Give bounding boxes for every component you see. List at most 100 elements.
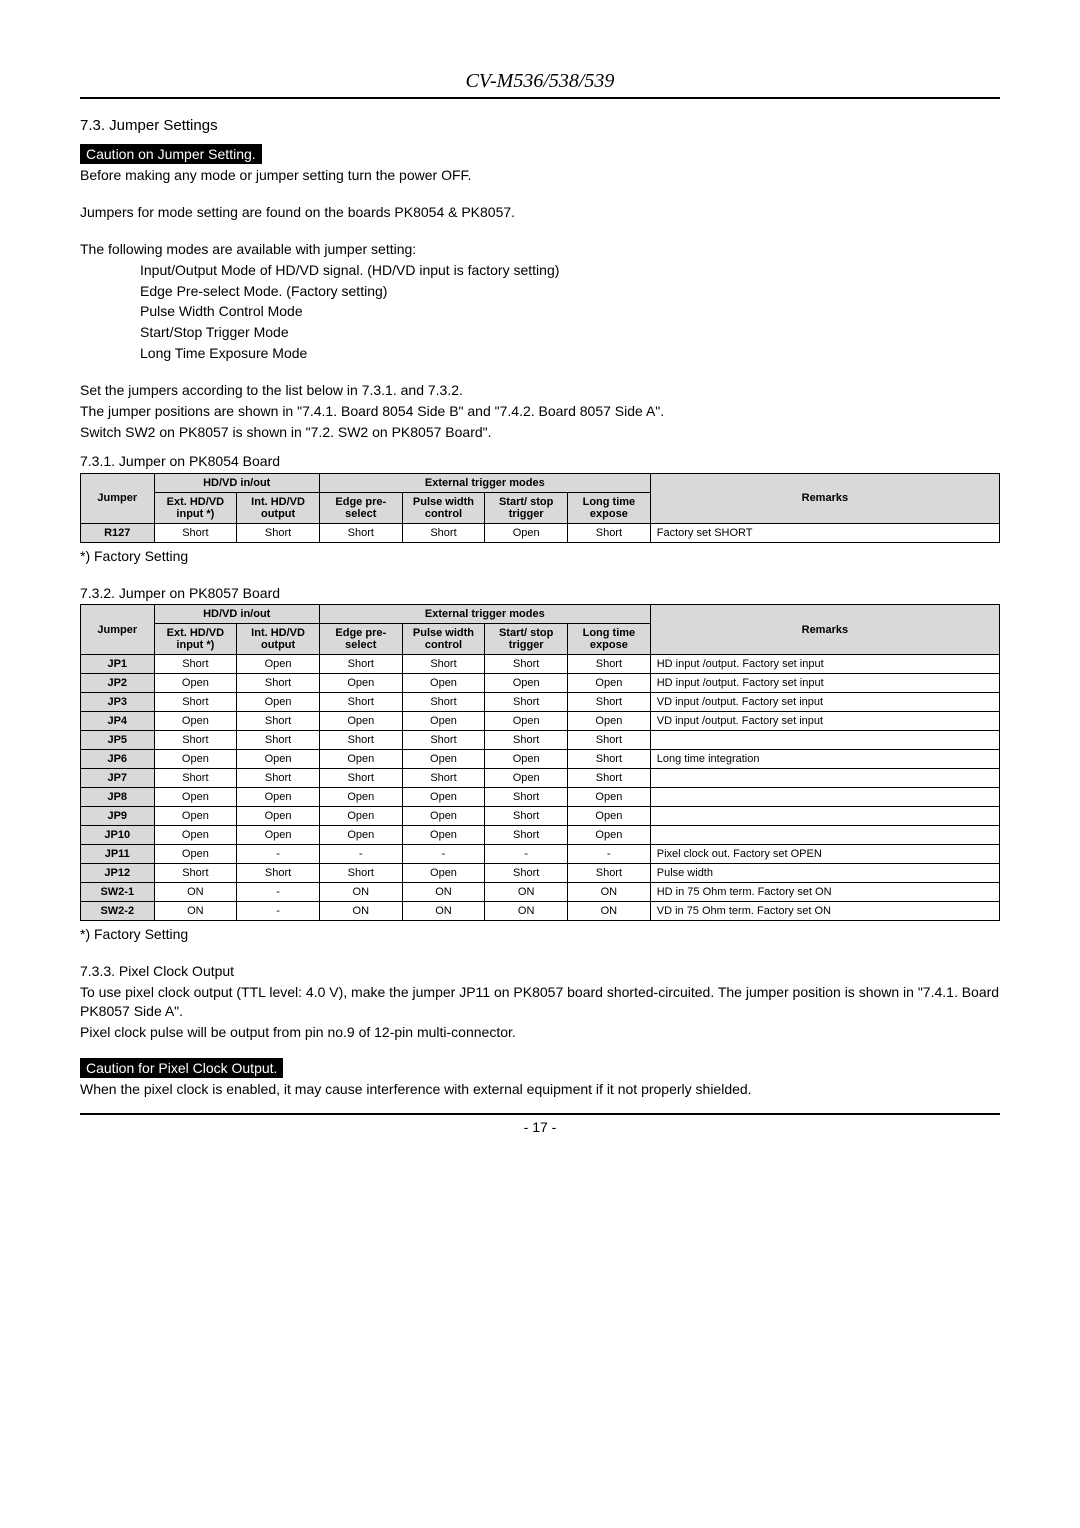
jumper-cell: JP9 xyxy=(81,807,155,826)
table-cell: Open xyxy=(402,674,485,693)
th-edge: Edge pre-select xyxy=(319,624,402,655)
table-cell: Short xyxy=(568,523,651,542)
remarks-cell xyxy=(650,807,999,826)
th-int-hdvd: Int. HD/VD output xyxy=(237,492,320,523)
table-row: JP6 OpenOpenOpenOpenOpenShort Long time … xyxy=(81,750,1000,769)
body-text: Switch SW2 on PK8057 is shown in "7.2. S… xyxy=(80,423,1000,442)
table-row: SW2-1 ON-ONONONON HD in 75 Ohm term. Fac… xyxy=(81,883,1000,902)
table-cell: - xyxy=(485,845,568,864)
table-cell: ON xyxy=(154,902,237,921)
table-cell: Short xyxy=(568,655,651,674)
jumper-cell: JP10 xyxy=(81,826,155,845)
th-int-hdvd: Int. HD/VD output xyxy=(237,624,320,655)
table-cell: Short xyxy=(319,693,402,712)
table-cell: - xyxy=(237,845,320,864)
table-cell: Open xyxy=(319,826,402,845)
table-cell: Open xyxy=(154,712,237,731)
section-733-title: 7.3.3. Pixel Clock Output xyxy=(80,962,1000,981)
table-cell: Open xyxy=(319,674,402,693)
th-pulse: Pulse width control xyxy=(402,492,485,523)
jumper-cell: SW2-1 xyxy=(81,883,155,902)
table-cell: Open xyxy=(237,788,320,807)
table-cell: Short xyxy=(568,769,651,788)
table-row: SW2-2 ON-ONONONON VD in 75 Ohm term. Fac… xyxy=(81,902,1000,921)
table-cell: Short xyxy=(154,864,237,883)
table-cell: ON xyxy=(319,902,402,921)
table-cell: Short xyxy=(319,523,402,542)
th-ext-trigger: External trigger modes xyxy=(319,473,650,492)
th-edge: Edge pre-select xyxy=(319,492,402,523)
table-cell: ON xyxy=(154,883,237,902)
table-cell: Short xyxy=(319,769,402,788)
table-cell: Open xyxy=(568,788,651,807)
table-cell: Open xyxy=(485,750,568,769)
table-cell: Short xyxy=(485,788,568,807)
table-cell: Short xyxy=(237,523,320,542)
page-title: CV-M536/538/539 xyxy=(80,70,1000,93)
header-rule xyxy=(80,97,1000,99)
table-cell: Short xyxy=(319,731,402,750)
remarks-cell xyxy=(650,731,999,750)
remarks-cell: Pixel clock out. Factory set OPEN xyxy=(650,845,999,864)
table-cell: Open xyxy=(568,674,651,693)
mode-item: Edge Pre-select Mode. (Factory setting) xyxy=(140,282,1000,301)
section-732-title: 7.3.2. Jumper on PK8057 Board xyxy=(80,584,1000,603)
table-row: JP3 ShortOpenShortShortShortShort VD inp… xyxy=(81,693,1000,712)
mode-item: Long Time Exposure Mode xyxy=(140,344,1000,363)
table-cell: Open xyxy=(485,674,568,693)
body-text: The following modes are available with j… xyxy=(80,240,1000,259)
remarks-cell: Factory set SHORT xyxy=(650,523,999,542)
th-startstop: Start/ stop trigger xyxy=(485,492,568,523)
caution-jumper-setting: Caution on Jumper Setting. xyxy=(80,144,262,164)
table-row: JP8 OpenOpenOpenOpenShortOpen xyxy=(81,788,1000,807)
th-remarks: Remarks xyxy=(650,605,999,655)
th-ext-trigger: External trigger modes xyxy=(319,605,650,624)
table-row: JP11 Open----- Pixel clock out. Factory … xyxy=(81,845,1000,864)
table-cell: Short xyxy=(154,655,237,674)
remarks-cell: HD input /output. Factory set input xyxy=(650,655,999,674)
table-cell: Open xyxy=(402,788,485,807)
table-cell: Short xyxy=(485,693,568,712)
mode-item: Input/Output Mode of HD/VD signal. (HD/V… xyxy=(140,261,1000,280)
th-hdvd: HD/VD in/out xyxy=(154,473,319,492)
table-cell: Short xyxy=(154,523,237,542)
table-cell: Open xyxy=(402,826,485,845)
mode-item: Start/Stop Trigger Mode xyxy=(140,323,1000,342)
table-cell: Short xyxy=(485,807,568,826)
remarks-cell: VD input /output. Factory set input xyxy=(650,712,999,731)
table-cell: Short xyxy=(568,750,651,769)
table-cell: Short xyxy=(237,731,320,750)
table-cell: Short xyxy=(485,864,568,883)
table-cell: Open xyxy=(237,826,320,845)
table-cell: - xyxy=(402,845,485,864)
th-longtime: Long time expose xyxy=(568,492,651,523)
table-cell: Short xyxy=(485,826,568,845)
table-cell: - xyxy=(568,845,651,864)
jumper-table-pk8054: Jumper HD/VD in/out External trigger mod… xyxy=(80,473,1000,543)
table-cell: Open xyxy=(237,807,320,826)
body-text: Set the jumpers according to the list be… xyxy=(80,381,1000,400)
table-cell: Open xyxy=(154,788,237,807)
factory-setting-note: *) Factory Setting xyxy=(80,925,1000,944)
table-cell: Short xyxy=(237,769,320,788)
jumper-cell: JP8 xyxy=(81,788,155,807)
table-cell: - xyxy=(319,845,402,864)
jumper-cell: JP3 xyxy=(81,693,155,712)
table-cell: ON xyxy=(568,883,651,902)
table-cell: Open xyxy=(154,674,237,693)
body-text: Pixel clock pulse will be output from pi… xyxy=(80,1023,1000,1042)
remarks-cell: VD in 75 Ohm term. Factory set ON xyxy=(650,902,999,921)
table-cell: Open xyxy=(237,693,320,712)
body-text: Before making any mode or jumper setting… xyxy=(80,166,1000,185)
table-cell: Open xyxy=(154,750,237,769)
th-pulse: Pulse width control xyxy=(402,624,485,655)
table-row: R127 ShortShortShortShortOpenShort Facto… xyxy=(81,523,1000,542)
section-73-title: 7.3. Jumper Settings xyxy=(80,117,1000,134)
table-cell: Open xyxy=(485,769,568,788)
th-ext-hdvd: Ext. HD/VD input *) xyxy=(154,492,237,523)
remarks-cell xyxy=(650,788,999,807)
body-text: The jumper positions are shown in "7.4.1… xyxy=(80,402,1000,421)
table-cell: Open xyxy=(402,712,485,731)
th-longtime: Long time expose xyxy=(568,624,651,655)
table-cell: ON xyxy=(485,883,568,902)
